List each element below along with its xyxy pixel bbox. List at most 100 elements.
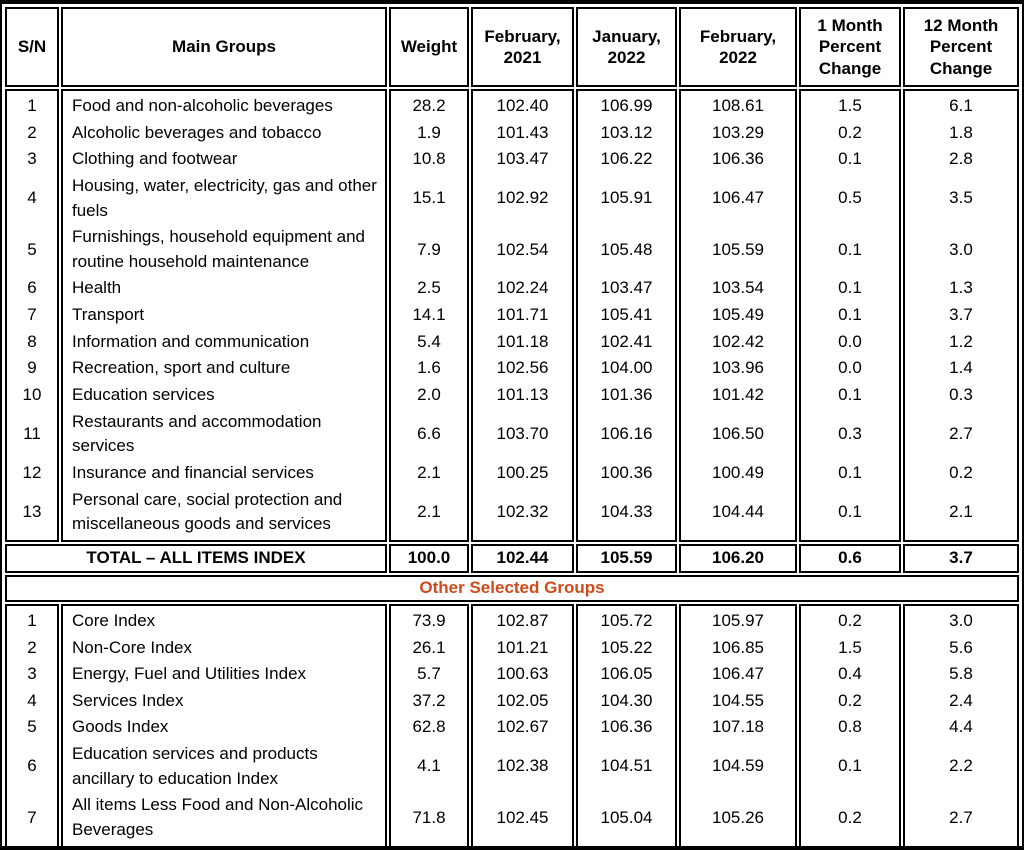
row-label: Alcoholic beverages and tobacco xyxy=(61,119,387,147)
row-value-sn: 1 xyxy=(5,89,59,120)
row-value-feb22: 105.26 xyxy=(679,792,797,848)
row-value-chg12m: 0.2 xyxy=(903,459,1019,487)
row-value-jan22: 104.30 xyxy=(576,687,677,715)
row-value-chg12m: 3.5 xyxy=(903,172,1019,225)
row-value-feb22: 104.59 xyxy=(679,741,797,793)
row-value-jan22: 105.48 xyxy=(576,224,677,276)
row-value-feb22: 104.44 xyxy=(679,486,797,542)
total-february-2021: 102.44 xyxy=(471,543,574,573)
row-value-feb21: 101.71 xyxy=(471,302,574,329)
row-value-jan22: 105.91 xyxy=(576,172,677,225)
row-value-weight: 2.1 xyxy=(389,486,469,542)
row-value-sn: 3 xyxy=(5,146,59,173)
row-value-feb22: 106.85 xyxy=(679,634,797,662)
row-value-jan22: 105.72 xyxy=(576,603,677,635)
total-weight: 100.0 xyxy=(389,543,469,573)
row-value-weight: 7.9 xyxy=(389,224,469,276)
row-value-feb21: 102.05 xyxy=(471,687,574,715)
row-value-sn: 4 xyxy=(5,687,59,715)
total-february-2022: 106.20 xyxy=(679,543,797,573)
row-label: Insurance and financial services xyxy=(61,459,387,487)
column-header-weight: Weight xyxy=(389,7,469,87)
row-value-chg1m: 0.1 xyxy=(799,146,901,173)
row-value-feb22: 108.61 xyxy=(679,89,797,120)
row-value-sn: 2 xyxy=(5,119,59,147)
row-value-feb21: 101.18 xyxy=(471,328,574,356)
row-value-chg1m: 0.2 xyxy=(799,603,901,635)
row-value-chg12m: 2.2 xyxy=(903,741,1019,793)
row-value-chg1m: 0.2 xyxy=(799,119,901,147)
row-value-chg12m: 3.7 xyxy=(903,302,1019,329)
row-value-feb21: 102.56 xyxy=(471,355,574,383)
row-value-sn: 2 xyxy=(5,634,59,662)
row-label: Education services xyxy=(61,382,387,409)
row-value-sn: 5 xyxy=(5,714,59,742)
row-value-sn: 7 xyxy=(5,302,59,329)
row-value-feb21: 102.24 xyxy=(471,275,574,303)
total-12-month-change: 3.7 xyxy=(903,543,1019,573)
row-value-jan22: 106.99 xyxy=(576,89,677,120)
row-label: Furnishings, household equipment and rou… xyxy=(61,224,387,276)
column-header-january-2022: January, 2022 xyxy=(576,7,677,87)
row-label: Transport xyxy=(61,302,387,329)
column-header-february-2022: February, 2022 xyxy=(679,7,797,87)
row-value-jan22: 104.51 xyxy=(576,741,677,793)
table-header-row: S/N Main Groups Weight February, 2021 Ja… xyxy=(5,7,1019,87)
row-value-chg12m: 0.3 xyxy=(903,382,1019,409)
row-value-jan22: 102.41 xyxy=(576,328,677,356)
row-value-chg1m: 0.0 xyxy=(799,328,901,356)
row-value-feb22: 106.47 xyxy=(679,172,797,225)
row-label: Core Index xyxy=(61,603,387,635)
row-value-chg1m: 0.1 xyxy=(799,275,901,303)
row-value-chg12m: 4.4 xyxy=(903,714,1019,742)
row-value-sn: 12 xyxy=(5,459,59,487)
row-label: Food and non-alcoholic beverages xyxy=(61,89,387,120)
row-label: Clothing and footwear xyxy=(61,146,387,173)
total-row: TOTAL – ALL ITEMS INDEX 100.0 102.44 105… xyxy=(5,543,1019,573)
row-value-chg12m: 1.3 xyxy=(903,275,1019,303)
row-value-weight: 37.2 xyxy=(389,687,469,715)
row-value-weight: 28.2 xyxy=(389,89,469,120)
row-value-sn: 4 xyxy=(5,172,59,225)
row-value-weight: 2.0 xyxy=(389,382,469,409)
row-value-feb22: 105.49 xyxy=(679,302,797,329)
row-value-chg12m: 1.4 xyxy=(903,355,1019,383)
row-value-chg12m: 5.8 xyxy=(903,661,1019,688)
row-value-feb21: 101.21 xyxy=(471,634,574,662)
row-value-feb21: 102.45 xyxy=(471,792,574,848)
row-value-chg12m: 2.7 xyxy=(903,792,1019,848)
row-value-sn: 8 xyxy=(5,328,59,356)
row-label: Goods Index xyxy=(61,714,387,742)
main-groups-section: 1 Food and non-alcoholic beverages 28.2 102… xyxy=(5,89,1019,542)
row-value-feb21: 102.32 xyxy=(471,486,574,542)
row-value-feb21: 102.92 xyxy=(471,172,574,225)
row-value-feb22: 100.49 xyxy=(679,459,797,487)
row-value-weight: 10.8 xyxy=(389,146,469,173)
row-value-chg12m: 5.6 xyxy=(903,634,1019,662)
row-value-weight: 6.6 xyxy=(389,408,469,460)
row-value-chg12m: 6.1 xyxy=(903,89,1019,120)
row-value-feb22: 102.42 xyxy=(679,328,797,356)
row-label: Personal care, social protection and mis… xyxy=(61,486,387,542)
other-groups-section: 1 Core Index 73.9 102.87 105.72 105.97 0.2 3.0 2… xyxy=(5,603,1019,848)
row-value-weight: 14.1 xyxy=(389,302,469,329)
total-1-month-change: 0.6 xyxy=(799,543,901,573)
row-value-feb21: 100.63 xyxy=(471,661,574,688)
row-value-weight: 2.5 xyxy=(389,275,469,303)
row-value-jan22: 103.47 xyxy=(576,275,677,303)
row-value-weight: 5.7 xyxy=(389,661,469,688)
row-value-feb22: 105.97 xyxy=(679,603,797,635)
row-value-feb21: 102.87 xyxy=(471,603,574,635)
row-value-chg1m: 0.3 xyxy=(799,408,901,460)
row-value-chg1m: 0.8 xyxy=(799,714,901,742)
row-value-jan22: 106.22 xyxy=(576,146,677,173)
row-value-feb22: 106.50 xyxy=(679,408,797,460)
total-label: TOTAL – ALL ITEMS INDEX xyxy=(5,543,387,573)
row-value-sn: 6 xyxy=(5,275,59,303)
row-value-chg1m: 0.2 xyxy=(799,792,901,848)
row-value-feb21: 103.70 xyxy=(471,408,574,460)
row-value-jan22: 104.00 xyxy=(576,355,677,383)
row-value-chg1m: 0.1 xyxy=(799,459,901,487)
row-value-chg1m: 0.1 xyxy=(799,486,901,542)
row-label: Services Index xyxy=(61,687,387,715)
